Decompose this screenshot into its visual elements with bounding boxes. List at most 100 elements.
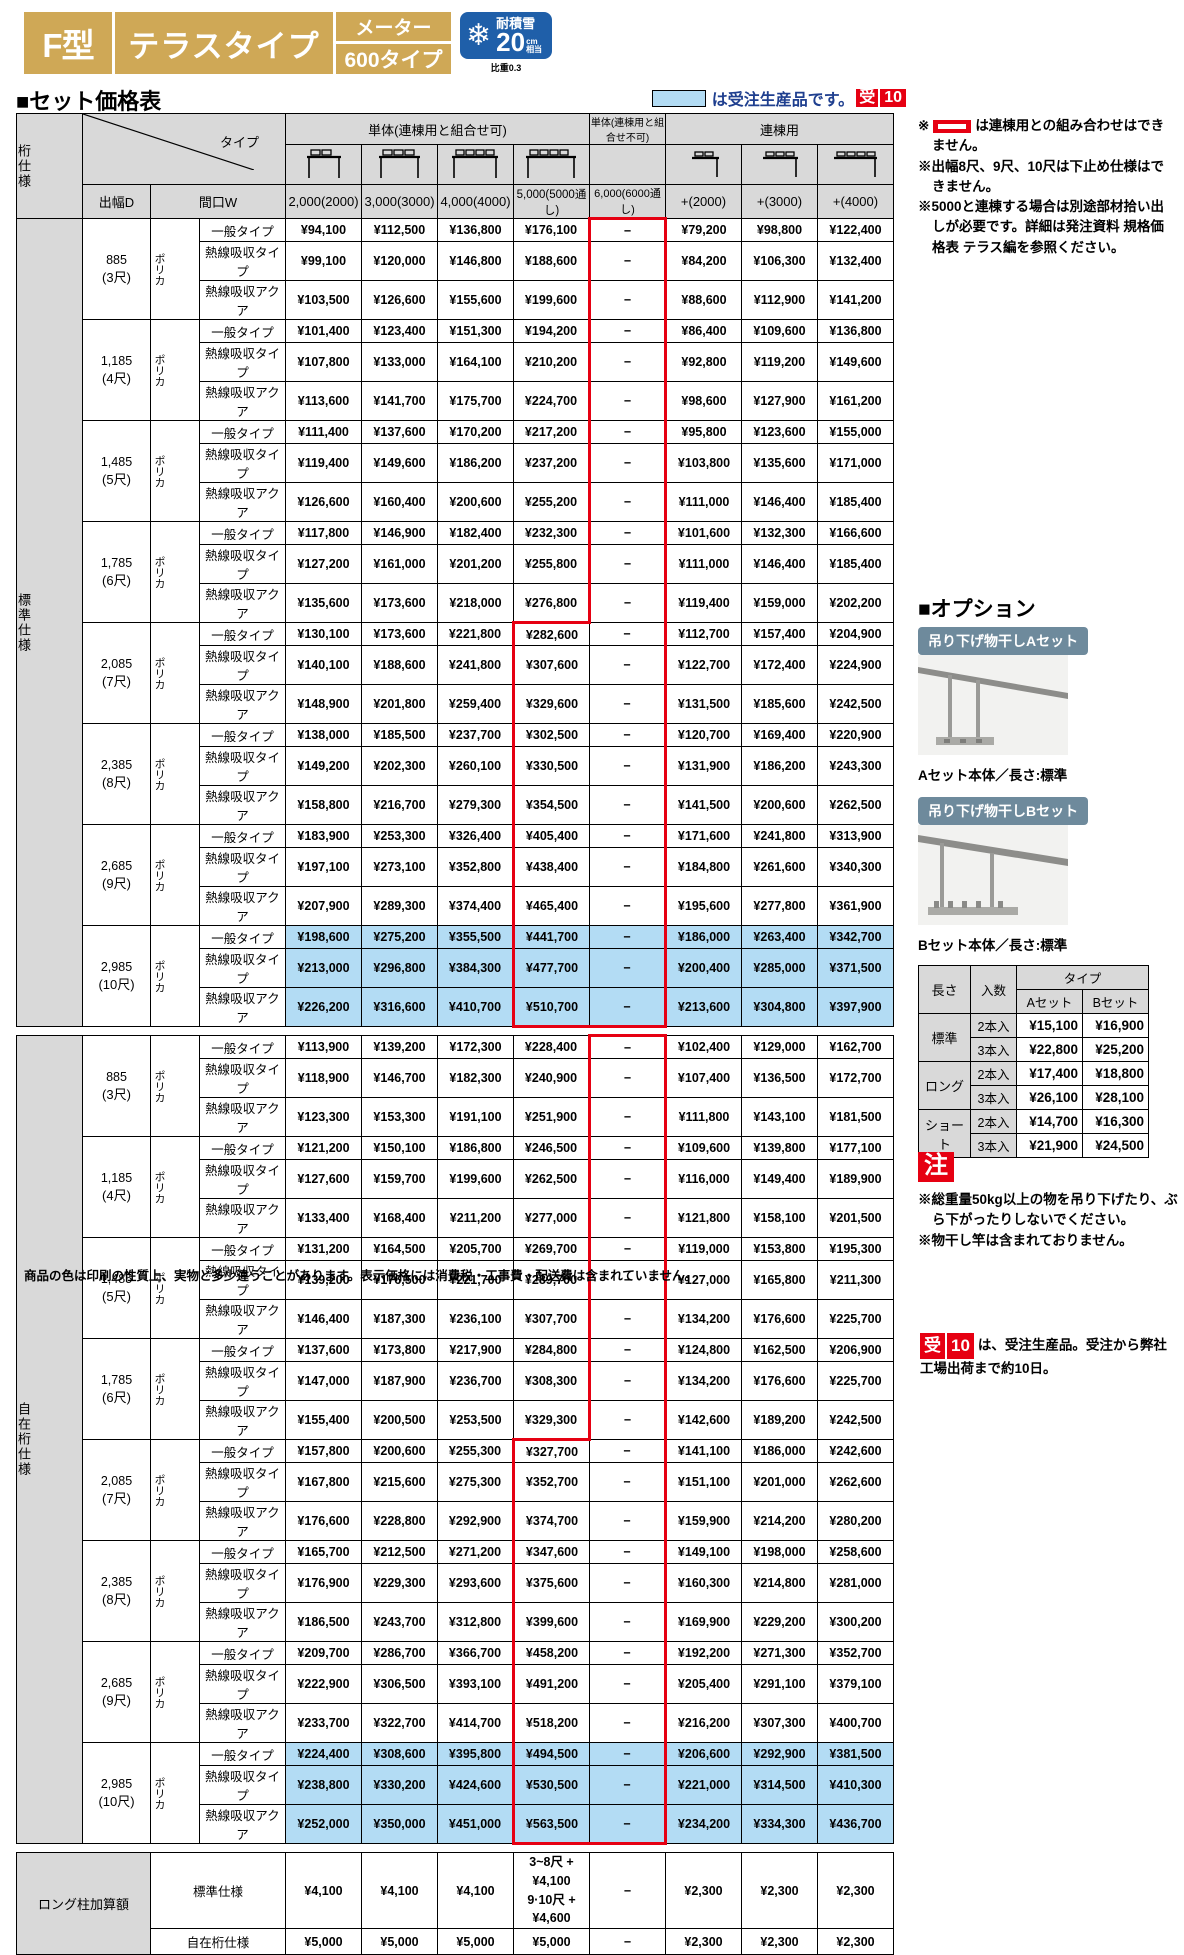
price-cell: ¥291,100 [741,1664,818,1704]
price-cell: ¥405,400 [512,824,590,848]
price-cell: ¥354,500 [512,785,590,825]
note-text-1: は連棟用との組み合わせはできません。 [932,118,1165,154]
price-cell: ¥224,700 [513,381,590,421]
type-label-cell: 熱線吸収タイプ [199,1765,286,1805]
type-label-cell: 一般タイプ [199,622,286,646]
price-cell: ¥216,200 [665,1703,742,1743]
table-row: 熱線吸収アクア ¥207,900 ¥289,300 ¥374,400 ¥465,400−… [17,886,894,926]
long-post-body: ロング柱加算額 標準仕様 ¥4,100 ¥4,100 ¥4,100 3~8尺 +¥4,10… [16,1852,894,1955]
price-cell: ¥98,800 [741,218,818,242]
price-cell-na: − [589,1462,667,1502]
price-cell: ¥134,200 [665,1361,742,1401]
canopy-icon-plus4000 [817,144,894,185]
depth-label-cell: 2,685 (9尺) [82,1641,151,1743]
price-cell: ¥135,600 [741,443,818,483]
price-cell: ¥157,400 [741,622,818,646]
type-label-cell: 一般タイプ [199,420,286,444]
table-row: 2,085 (7尺) ポリカ 一般タイプ ¥130,100 ¥173,600 ¥221,80… [17,621,894,724]
price-cell: ¥165,700 [285,1540,362,1564]
price-cell: ¥188,600 [513,241,590,281]
price-cell: ¥139,200 [361,1035,438,1059]
table-row: ロング柱加算額 標準仕様 ¥4,100 ¥4,100 ¥4,100 3~8尺 +¥4,10… [16,1852,894,1955]
price-cell: ¥205,400 [665,1664,742,1704]
price-cell: ¥146,700 [361,1058,438,1098]
price-cell: ¥279,300 [437,785,514,825]
price-cell-na: − [589,1540,667,1564]
price-cell: ¥111,000 [665,544,742,584]
title-divider [112,12,115,74]
price-cell: ¥198,000 [741,1540,818,1564]
type-label-cell: 熱線吸収アクア [199,482,286,522]
price-cell: ¥273,100 [361,847,438,887]
price-cell: ¥563,500 [512,1804,590,1845]
table-row: 熱線吸収タイプ ¥139,200 ¥176,500 ¥221,700 ¥289,700−… [17,1260,894,1300]
price-cell-na: − [589,1602,667,1642]
price-cell: ¥147,000 [285,1361,362,1401]
snow-load-value: 20 [496,26,526,57]
price-cell: ¥316,600 [361,987,438,1027]
option-a-caption: Aセット本体／長さ:標準 [918,768,1068,783]
price-cell: ¥119,400 [285,443,362,483]
price-cell: ¥173,800 [361,1338,438,1362]
price-cell: ¥237,200 [513,443,590,483]
price-cell: ¥224,900 [817,645,894,685]
price-cell-na: − [588,1361,667,1401]
price-cell: ¥255,200 [513,482,590,522]
option-heading: ■オプション [918,598,1036,621]
price-cell: ¥171,600 [665,824,742,848]
price-cell: ¥172,400 [741,645,818,685]
price-cell: ¥186,200 [741,746,818,786]
col-label-6000: 6,000(6000通し) [589,184,666,220]
type-label-cell: 熱線吸収タイプ [199,746,286,786]
type-label-cell: 一般タイプ [199,1035,286,1059]
price-cell-na: − [588,1058,667,1098]
option-count-cell: 2本入 [970,1013,1017,1038]
material-label: ポリカ [153,858,165,892]
price-cell: ¥350,000 [361,1804,438,1844]
material-label: ポリカ [153,1069,165,1103]
price-cell: ¥186,200 [437,443,514,483]
snow-load-block: ❄ 耐積雪 20 cm 相当 比重0.3 [460,12,553,74]
price-cell: ¥296,800 [361,948,438,988]
option-row: 3本入 ¥21,900 ¥24,500 [919,1133,1149,1158]
price-cell: ¥113,900 [285,1035,362,1059]
price-cell: ¥253,300 [361,824,438,848]
price-cell: ¥79,200 [665,218,742,242]
price-cell: ¥424,600 [437,1765,514,1805]
price-cell: ¥136,500 [741,1058,818,1098]
table-row: 熱線吸収アクア ¥126,600 ¥160,400 ¥200,600 ¥255,200−… [17,482,894,522]
snow-unit-top: cm [526,36,538,46]
table-row: 熱線吸収タイプ ¥149,200 ¥202,300 ¥260,100 ¥330,500−… [17,746,894,786]
depth-label-cell: 2,685 (9尺) [82,824,151,926]
price-cell: ¥326,400 [437,824,514,848]
price-cell: ¥330,500 [512,746,590,786]
price-cell: ¥197,100 [285,847,362,887]
material-label-cell: ポリカ [150,1540,200,1642]
price-cell: ¥2,300 [741,1928,818,1955]
price-cell-na: − [588,1136,667,1160]
hanging-rack-b-icon [918,825,1068,925]
price-cell: ¥191,100 [437,1097,514,1137]
price-cell-na: − [589,987,667,1028]
material-label: ポリカ [153,1473,165,1507]
price-cell: ¥146,400 [741,544,818,584]
table-row: 熱線吸収アクア ¥226,200 ¥316,600 ¥410,700 ¥510,700−… [17,987,894,1028]
price-cell: ¥277,000 [513,1198,590,1238]
type-label-cell: 熱線吸収タイプ [199,645,286,685]
price-cell: ¥308,300 [513,1361,590,1401]
price-cell: ¥262,500 [513,1159,590,1199]
price-cell: ¥189,900 [817,1159,894,1199]
price-cell: ¥109,600 [665,1136,742,1160]
price-cell: ¥161,000 [361,544,438,584]
price-cell-na: − [589,1501,667,1541]
option-b-header: Bセット [1082,989,1149,1014]
price-cell-na: − [588,342,667,382]
table-row: 熱線吸収アクア ¥113,600 ¥141,700 ¥175,700 ¥224,700−… [17,381,894,421]
table-row: 2,985 (10尺) ポリカ 一般タイプ ¥224,400 ¥308,600 ¥395,8… [17,1742,894,1844]
type-label-cell: 熱線吸収タイプ [199,1058,286,1098]
caution-line-2: ※物干し竿は含まれておりません。 [918,1232,1133,1248]
depth-header: 出幅D [82,184,151,219]
price-cell: ¥200,600 [741,785,818,825]
price-cell: ¥210,200 [513,342,590,382]
price-cell-na: − [589,1703,667,1743]
